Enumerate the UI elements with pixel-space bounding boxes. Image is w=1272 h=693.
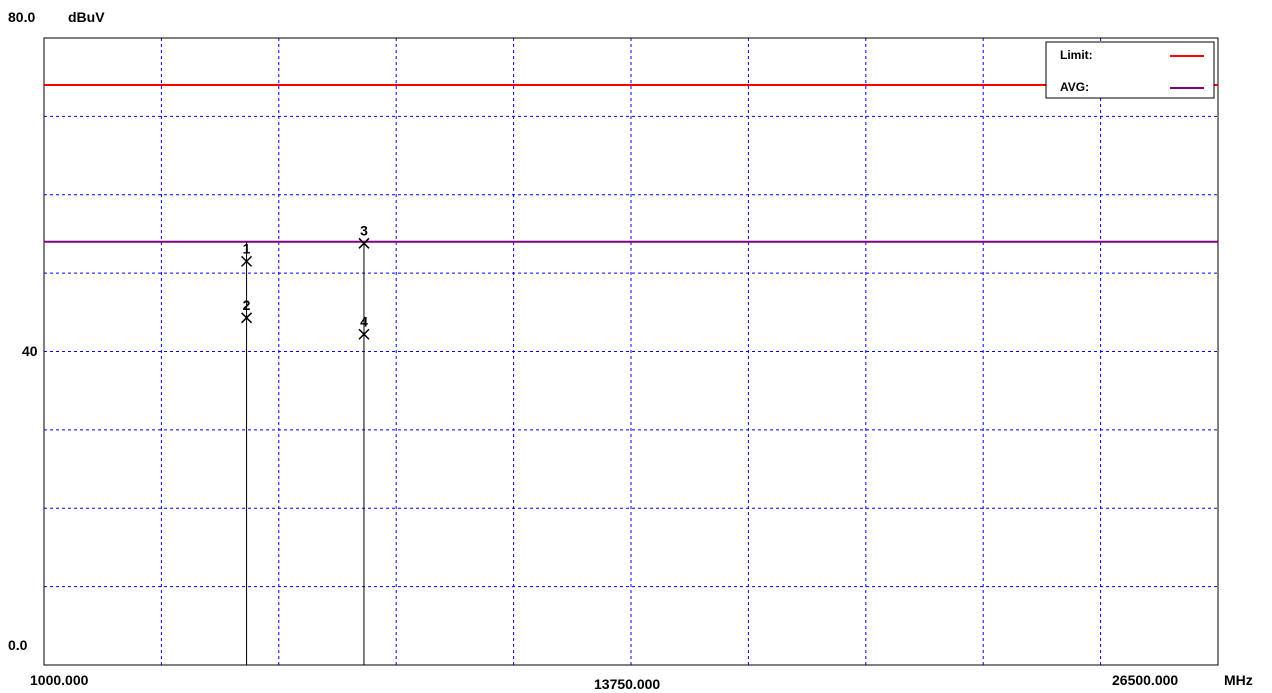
x-mid-label: 13750.000 [594, 676, 660, 692]
marker-label: 3 [360, 222, 368, 238]
legend-limit-label: Limit: [1060, 48, 1093, 62]
x-unit-label: MHz [1224, 672, 1253, 688]
series-lines [44, 84, 1218, 243]
y-bottom-label: 0.0 [8, 637, 28, 653]
y-mid-label: 40 [22, 343, 38, 359]
grid [44, 38, 1218, 665]
x-end-label: 26500.000 [1112, 672, 1178, 688]
x-start-label: 1000.000 [30, 672, 89, 688]
legend-avg-label: AVG: [1060, 80, 1089, 94]
marker-x [241, 312, 253, 324]
marker-x [358, 237, 370, 249]
y-top-label: 80.0 [8, 9, 35, 25]
marker-label: 1 [243, 240, 251, 256]
legend: Limit: AVG: [1045, 41, 1215, 99]
marker-label: 4 [360, 313, 368, 329]
markers: 1 2 3 4 [241, 222, 370, 340]
y-unit-label: dBuV [68, 9, 105, 25]
marker-label: 2 [243, 297, 251, 313]
marker-x [358, 328, 370, 340]
plot-frame [43, 37, 1219, 666]
marker-x [241, 255, 253, 267]
stems [246, 241, 365, 665]
